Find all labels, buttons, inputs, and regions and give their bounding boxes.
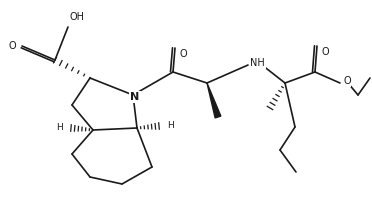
Text: O: O <box>180 49 187 59</box>
Text: O: O <box>322 47 330 57</box>
Text: NH: NH <box>250 58 265 68</box>
Polygon shape <box>207 83 221 118</box>
Text: O: O <box>343 76 351 86</box>
Text: H: H <box>167 121 174 131</box>
Text: H: H <box>56 124 63 132</box>
Text: OH: OH <box>69 12 84 22</box>
Text: O: O <box>9 41 16 51</box>
Text: N: N <box>130 92 140 102</box>
